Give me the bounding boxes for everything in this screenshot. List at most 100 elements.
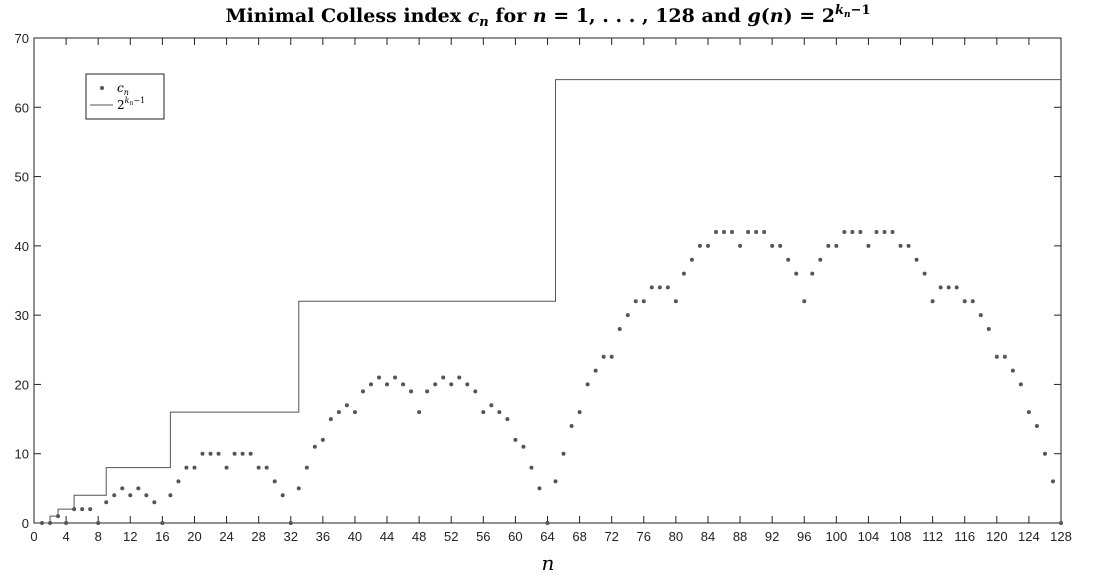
data-point <box>754 230 759 234</box>
data-point <box>280 493 285 498</box>
y-tick-label: 50 <box>15 170 29 185</box>
data-point <box>360 389 365 394</box>
legend: cn 2kn−1 <box>85 73 165 120</box>
data-point <box>681 271 686 276</box>
data-point <box>561 451 566 456</box>
data-point <box>577 410 582 415</box>
data-point <box>633 299 638 304</box>
data-point <box>705 243 710 248</box>
x-tick-label: 40 <box>348 529 362 544</box>
data-point <box>425 389 430 394</box>
data-point <box>80 507 85 512</box>
data-point <box>746 230 751 234</box>
x-tick-label: 32 <box>284 529 298 544</box>
x-tick-label: 52 <box>444 529 458 544</box>
data-point <box>232 451 237 456</box>
data-point <box>176 479 181 484</box>
x-tick-label: 104 <box>858 529 880 544</box>
data-point <box>208 451 213 456</box>
data-point <box>954 285 959 290</box>
data-point <box>617 327 622 331</box>
data-point <box>770 243 775 248</box>
data-point <box>96 521 101 525</box>
legend-cn-label: cn <box>117 81 129 97</box>
x-tick-label: 68 <box>572 529 586 544</box>
data-point <box>473 389 478 394</box>
plot-area: 0 4 8 12 16 20 24 28 32 36 40 44 48 52 56 60 64 68 72 76 80 8… <box>15 31 1072 544</box>
x-tick-label: 108 <box>890 529 912 544</box>
x-tick-label: 16 <box>155 529 169 544</box>
x-tick-label: 44 <box>380 529 394 544</box>
data-point <box>88 507 93 512</box>
data-point <box>665 285 670 290</box>
data-point <box>264 465 269 470</box>
x-tick-label: 48 <box>412 529 426 544</box>
y-tick-label: 20 <box>15 377 29 392</box>
y-tick-label: 10 <box>15 447 29 462</box>
x-tick-label: 4 <box>62 529 69 544</box>
data-point <box>521 444 526 449</box>
data-point <box>978 313 983 318</box>
x-tick-label: 112 <box>922 529 943 544</box>
x-tick-label: 56 <box>476 529 490 544</box>
data-point <box>762 230 767 234</box>
data-point <box>986 327 991 331</box>
data-point <box>248 451 253 456</box>
data-point <box>529 465 534 470</box>
data-point <box>938 285 943 290</box>
x-tick-label: 76 <box>637 529 651 544</box>
x-tick-label: 96 <box>797 529 811 544</box>
y-tick-label: 60 <box>15 100 29 115</box>
legend-cn-marker <box>100 86 104 90</box>
data-point <box>393 375 398 380</box>
data-point <box>296 486 301 491</box>
data-point <box>1018 382 1023 387</box>
data-point <box>385 382 390 387</box>
data-point <box>697 243 702 248</box>
data-point <box>794 271 799 276</box>
x-tick-label: 64 <box>540 529 554 544</box>
y-tick-label: 40 <box>15 239 29 254</box>
data-point <box>320 437 325 442</box>
data-point <box>1050 479 1055 484</box>
x-axis-label: n <box>542 551 555 575</box>
data-point <box>481 410 486 415</box>
data-point <box>962 299 967 304</box>
data-point <box>730 230 735 234</box>
data-point <box>537 486 542 491</box>
data-point <box>553 479 558 484</box>
data-point <box>184 465 189 470</box>
data-point <box>858 230 863 234</box>
data-point <box>970 299 975 304</box>
data-point <box>946 285 951 290</box>
data-point <box>898 243 903 248</box>
data-point <box>1010 368 1015 373</box>
data-point <box>200 451 205 456</box>
data-point <box>449 382 454 387</box>
data-point <box>657 285 662 290</box>
data-point <box>569 424 574 428</box>
data-point <box>866 243 871 248</box>
data-point <box>56 514 61 519</box>
data-point <box>786 257 791 262</box>
data-point <box>1034 424 1039 428</box>
data-point <box>601 354 606 359</box>
data-point <box>1026 410 1031 415</box>
data-point <box>585 382 590 387</box>
data-point <box>505 417 510 422</box>
x-tick-label: 72 <box>604 529 618 544</box>
data-point <box>120 486 125 491</box>
x-tick-label: 28 <box>251 529 265 544</box>
data-point <box>272 479 277 484</box>
data-point <box>64 521 69 525</box>
data-point <box>240 451 245 456</box>
data-point <box>160 521 165 525</box>
x-tick-label: 100 <box>825 529 847 544</box>
x-tick-label: 128 <box>1050 529 1072 544</box>
x-tick-label: 24 <box>219 529 233 544</box>
x-tick-label: 88 <box>733 529 747 544</box>
data-point <box>457 375 462 380</box>
x-tick-label: 92 <box>765 529 779 544</box>
data-point <box>112 493 117 498</box>
legend-step-label: 2kn−1 <box>117 96 145 112</box>
